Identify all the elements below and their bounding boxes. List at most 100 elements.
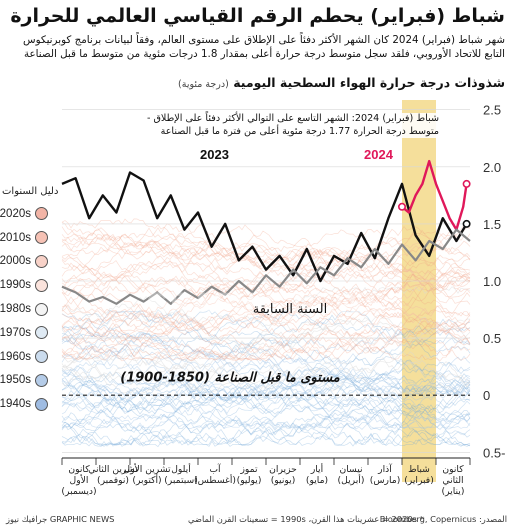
legend-items: *2020s 2010s 2000s 1990s 1980s 1970s 1960s 1950… [0,202,48,416]
y-tick-label: 2.0 [483,160,501,175]
x-tick-label: أيار (مايو) [306,463,328,486]
historical-line [61,310,471,344]
historical-line [61,218,471,294]
historical-line [61,288,471,329]
legend-swatch [35,326,48,340]
label-preindustrial-level: مستوى ما قبل الصناعة (1850-1900) [120,370,340,385]
legend-item: 1960s [0,345,48,369]
legend-item: 1940s [0,392,48,416]
x-tick-label: نيسان (أبريل) [338,464,365,486]
historical-line [61,412,471,446]
historical-line [61,286,471,328]
series-lines [61,159,471,305]
historical-line [61,350,471,396]
intro-line-2: التابع للاتحاد الأوروبي، فلقد سجل متوسط … [23,47,505,60]
historical-line [62,365,471,402]
x-tick-label: آذار (مارس) [370,463,401,486]
historical-line [61,332,471,395]
annotation-line-1: شباط (فبراير) 2024: الشهر التاسع على الت… [146,113,439,124]
historical-line [61,305,471,333]
legend-swatch [35,207,48,221]
y-tick-label: 1.0 [483,274,501,289]
historical-line [61,319,471,357]
historical-line [61,289,471,324]
historical-line [61,361,471,407]
legend-label: 1990s [0,279,31,292]
historical-line [61,289,471,333]
chart-heading: شذوذات درجة حرارة الهواء السطحية اليومية… [65,75,505,93]
historical-line [61,317,471,378]
historical-line [61,362,471,429]
historical-line [61,319,471,388]
x-tick-label: كانون الأول (ديسمبر) [61,464,96,497]
historical-line [61,360,471,394]
historical-line [61,226,471,268]
historical-line [61,272,471,331]
historical-line [61,330,471,361]
historical-line [61,314,471,362]
legend-swatch [35,397,48,411]
x-tick-label: تموز (يوليو) [237,464,262,486]
legend-label: 1950s [0,374,31,387]
label-2023: 2023 [200,147,229,162]
historical-line [61,336,471,371]
legend-label: 1940s [0,398,31,411]
label-previous-year: السنة السابقة [253,302,328,317]
x-tick-label: حزيران (يونيو) [269,464,297,486]
historical-line [61,247,471,285]
historical-line [61,261,471,311]
page-title: شباط (فبراير) يحطم الرقم القياسي العالمي… [10,5,505,27]
legend-item: 1950s [0,369,48,393]
y-tick-label: 0.5 [483,331,501,346]
historical-line [61,393,471,447]
y-tick-label: 0 [483,388,490,403]
legend-swatch [35,373,48,387]
historical-line [61,269,471,333]
historical-line [61,384,471,435]
historical-line [61,224,471,271]
historical-spaghetti-lines [61,218,471,448]
legend-label: 1960s [0,350,31,363]
historical-line [61,365,471,428]
historical-line [61,371,471,413]
credit-text: جرافيك نيوز GRAPHIC NEWS [6,514,115,524]
historical-line [61,351,471,393]
historical-line [61,405,471,447]
historical-line [61,233,471,275]
historical-line [61,240,471,277]
historical-line [61,306,471,348]
series-2023-end-marker [462,219,471,228]
historical-line [62,403,471,430]
gridlines [62,109,470,453]
historical-line [61,380,471,412]
annotation-line-2: متوسط درجة الحرارة 1.77 درجة مئوية أعلى … [160,125,439,137]
historical-line [61,344,471,430]
x-axis: كانون الثاني (يناير) شباط (فبراير)آذار (مارس)… [61,457,471,497]
chart-heading-unit: (درجة مئوية) [178,79,229,90]
historical-line [61,227,471,276]
legend-swatch [35,278,48,292]
legend-swatch [35,302,48,316]
historical-line [61,360,471,396]
decade-legend: دليل السنوات *2020s 2010s 2000s 1990s 1980s 1… [0,186,58,416]
historical-line [61,363,471,415]
y-axis-tick-labels: 2.5 2.0 1.5 1.0 0.5 0 0.5- [483,103,505,461]
historical-line [61,378,471,446]
historical-line [61,311,471,401]
historical-line [61,325,471,388]
historical-line [61,361,471,402]
legend-swatch [35,254,48,268]
intro-text: شهر شباط (فبراير) 2024 كان الشهر الأكثر … [8,34,505,61]
legend-item: 1990s [0,273,48,297]
legend-item: *2020s [0,202,48,226]
historical-line [61,310,471,350]
series-2023-line [61,171,468,283]
y-tick-label: 1.5 [483,217,501,232]
historical-line [61,270,471,317]
legend-label: 1970s [0,326,31,339]
x-tick-label: تشرين الأول (أكتوبر) [123,463,171,486]
series-2024-start-marker [397,202,406,211]
historical-line [61,415,471,447]
historical-line [61,384,471,425]
